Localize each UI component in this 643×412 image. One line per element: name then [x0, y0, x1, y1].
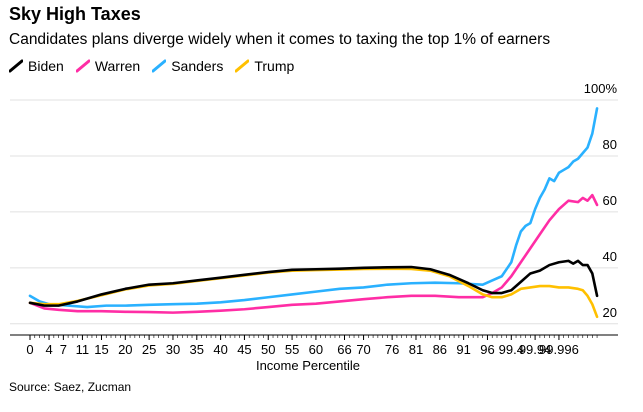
legend-swatch-icon: [152, 59, 167, 73]
legend-item-biden: Biden: [9, 58, 64, 74]
x-tick-label: 76: [385, 342, 399, 357]
legend-label: Trump: [254, 58, 295, 74]
legend-label: Warren: [94, 58, 141, 74]
x-tick-label: 35: [190, 342, 204, 357]
x-tick-label: 99.4: [499, 342, 524, 357]
legend-swatch-icon: [75, 59, 90, 73]
y-tick-label: 60: [603, 193, 617, 208]
legend-label: Biden: [28, 58, 64, 74]
legend-swatch-icon: [235, 59, 250, 73]
y-axis-ticks: 20 40 60 80 100%: [584, 81, 618, 320]
legend-item-warren: Warren: [75, 58, 141, 74]
x-tick-label: 86: [433, 342, 447, 357]
chart-subtitle: Candidates plans diverge widely when it …: [9, 31, 551, 48]
x-tick-label: 60: [309, 342, 323, 357]
gridlines: [10, 99, 618, 325]
x-tick-label: 30: [166, 342, 180, 357]
y-tick-label: 20: [603, 305, 617, 320]
legend-swatch-icon: [9, 59, 23, 73]
x-tick-label: 0: [26, 342, 33, 357]
x-tick-label: 45: [237, 342, 251, 357]
x-axis: 0 4 7 11 15 20 25 30 35 40 45 50 55 60 66 70 76 81 86 91 96 9…: [10, 334, 618, 357]
x-tick-label: 40: [213, 342, 227, 357]
x-tick-label: 11: [76, 342, 90, 357]
x-axis-label: Income Percentile: [256, 358, 360, 373]
x-tick-label: 15: [94, 342, 108, 357]
x-tick-label: 50: [261, 342, 275, 357]
series-lines: [28, 107, 599, 319]
y-tick-label: 40: [603, 249, 617, 264]
x-tick-label: 99.996: [539, 342, 579, 357]
x-tick-label: 20: [118, 342, 132, 357]
x-tick-label: 4: [45, 342, 52, 357]
series-line-warren: [28, 193, 599, 314]
x-tick-label: 55: [285, 342, 299, 357]
x-tick-label: 96: [480, 342, 494, 357]
x-tick-label: 25: [142, 342, 156, 357]
legend-item-sanders: Sanders: [152, 58, 223, 74]
x-tick-label: 91: [456, 342, 470, 357]
chart-title: Sky High Taxes: [9, 4, 141, 24]
x-tick-label: 70: [356, 342, 370, 357]
source-note: Source: Saez, Zucman: [9, 380, 132, 394]
x-tick-label: 81: [409, 342, 423, 357]
x-tick-label: 7: [60, 342, 67, 357]
series-line-sanders: [28, 107, 599, 309]
x-tick-label: 99.94: [519, 342, 552, 357]
legend-label: Sanders: [171, 58, 224, 74]
x-tick-label: 66: [337, 342, 351, 357]
series-line-biden: [28, 259, 599, 307]
y-tick-label: 80: [603, 137, 617, 152]
y-tick-label: 100%: [584, 81, 618, 96]
legend-item-trump: Trump: [235, 58, 294, 74]
legend: Biden Warren Sanders Trump: [9, 58, 306, 74]
